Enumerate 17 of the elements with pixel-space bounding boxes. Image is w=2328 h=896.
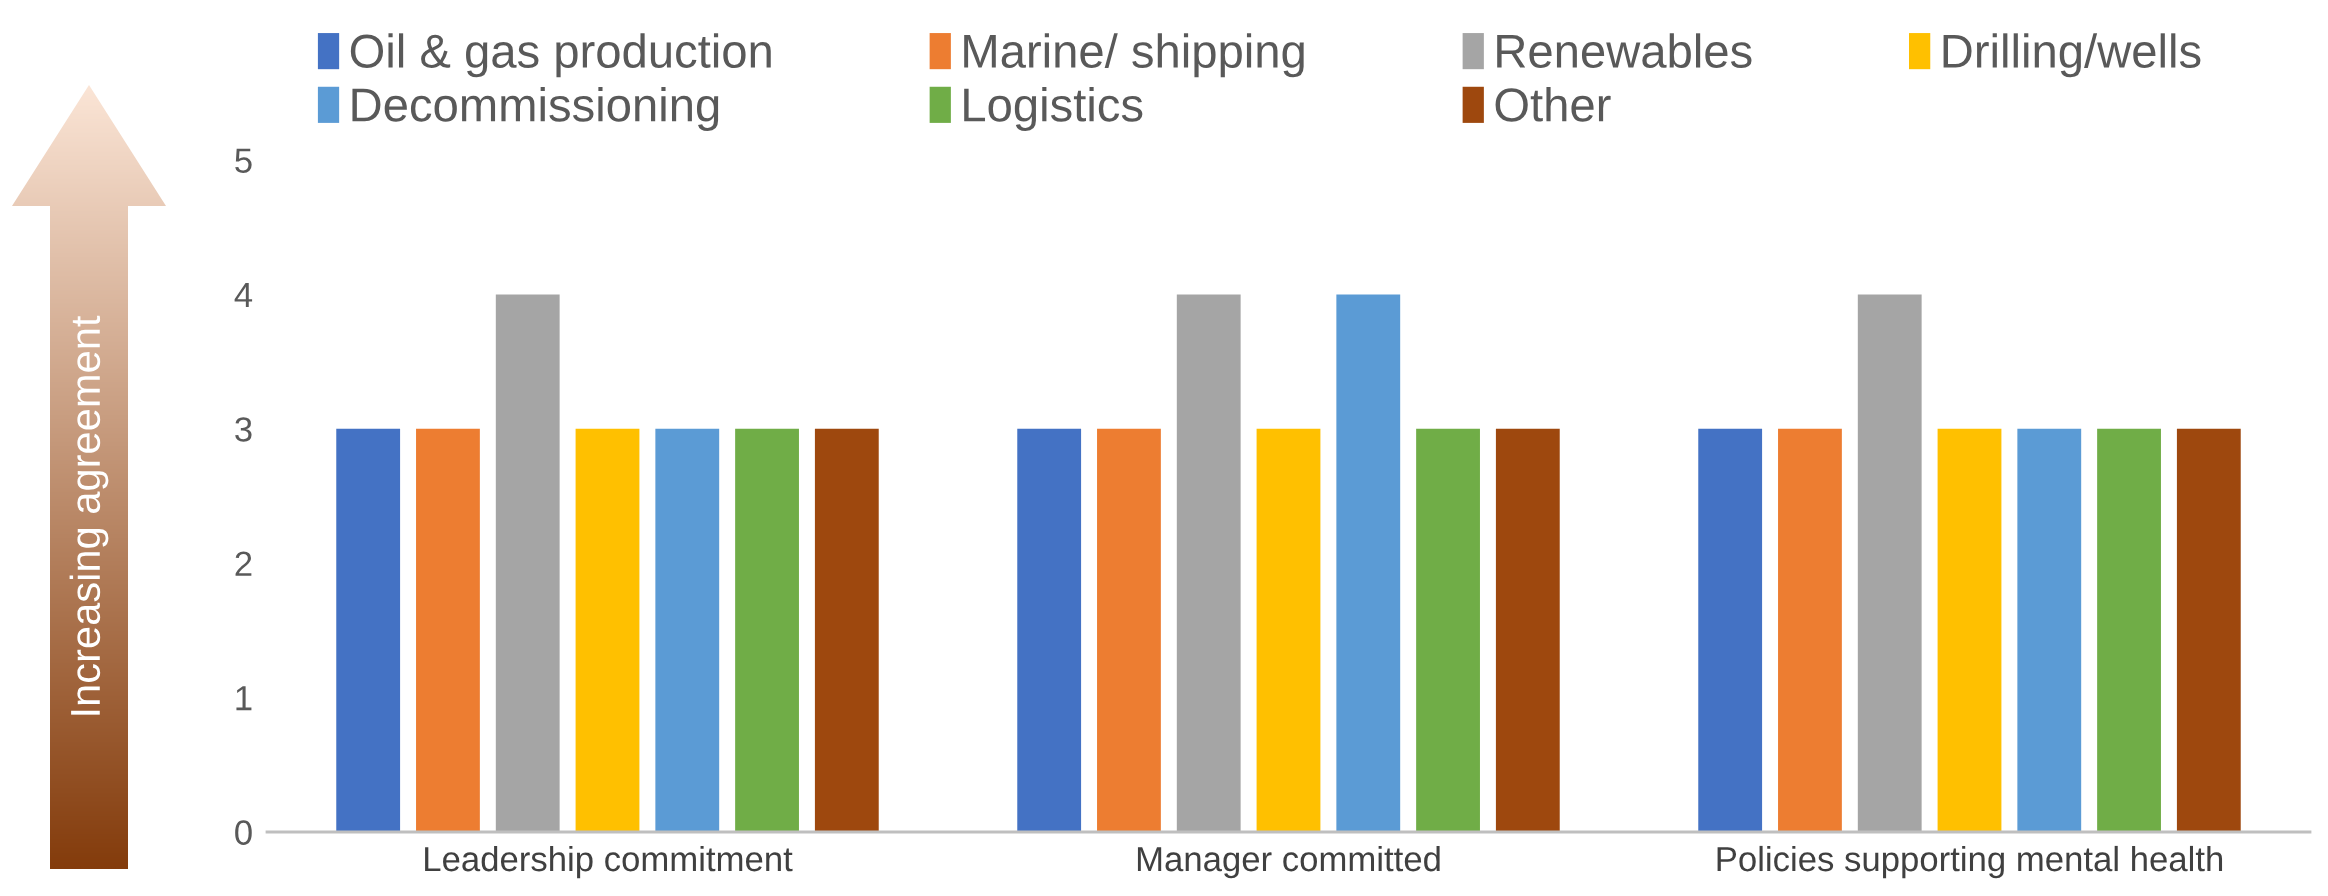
x-tick-label: Manager committed: [1137, 845, 1440, 879]
legend-label: Logistics: [964, 87, 1143, 132]
y-tick-label: 3: [235, 417, 252, 442]
y-tick-label: 1: [236, 686, 252, 711]
legend-label: Other: [1495, 87, 1611, 122]
y-tick-label: 0: [235, 820, 252, 845]
y-axis-title: Increasing agreement: [69, 315, 109, 715]
y-tick-label: 4: [234, 283, 253, 307]
x-tick-label: Policies supporting mental health: [1717, 845, 2223, 879]
legend-label: Renewables: [1497, 33, 1752, 68]
y-tick-label: 2: [235, 551, 252, 576]
legend-label: Marine/ shipping: [964, 33, 1304, 78]
y-tick-label: 5: [235, 148, 252, 173]
legend-label: Drilling/wells: [1943, 33, 2201, 78]
x-tick-label: Leadership commitment: [425, 845, 793, 879]
legend-label: Decommissioning: [352, 87, 719, 132]
legend-label: Oil & gas production: [350, 33, 771, 78]
